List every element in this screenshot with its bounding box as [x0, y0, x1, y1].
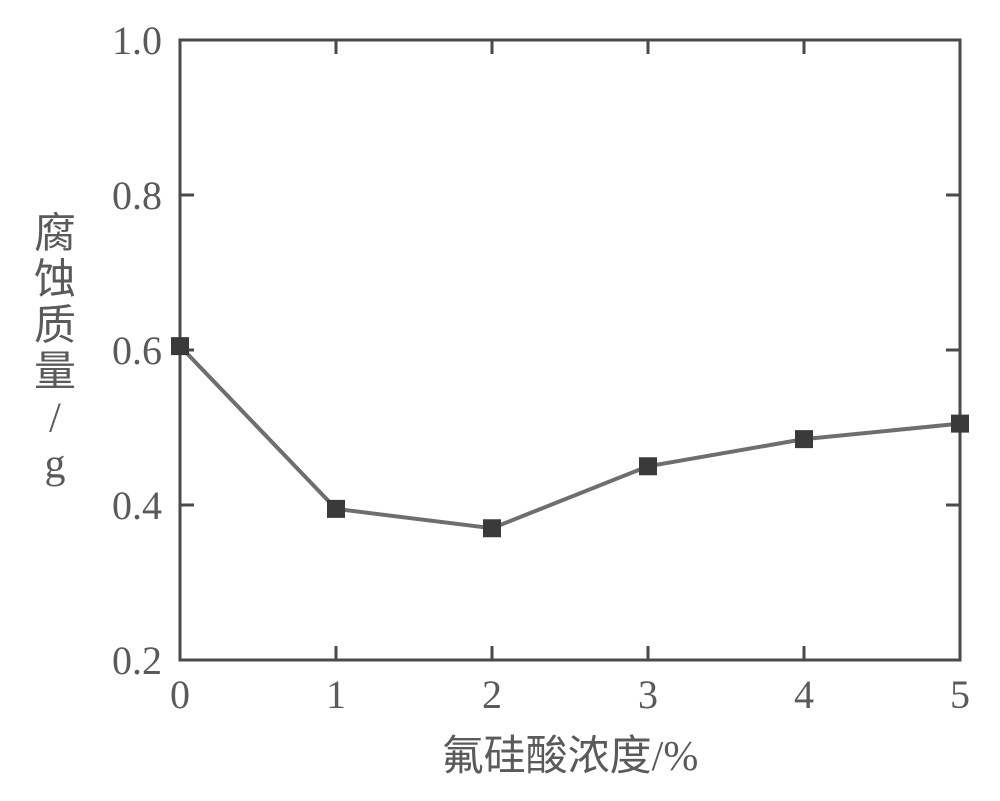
- x-tick-label: 1: [326, 672, 346, 717]
- series-line: [180, 346, 960, 528]
- y-axis-title-char: 质: [34, 304, 76, 350]
- data-marker: [639, 457, 657, 475]
- data-marker: [171, 337, 189, 355]
- data-marker: [951, 415, 969, 433]
- x-tick-label: 2: [482, 672, 502, 717]
- plot-frame: [180, 40, 960, 660]
- chart-container: 0 1 2 3 4 5 0.2 0.4 0.6 0.8 1.0 氟硅酸浓度/% 腐蚀质量/g: [0, 0, 1000, 801]
- x-tick-label: 4: [794, 672, 814, 717]
- data-marker: [483, 519, 501, 537]
- line-chart: 0 1 2 3 4 5 0.2 0.4 0.6 0.8 1.0 氟硅酸浓度/% 腐蚀质量/g: [0, 0, 1000, 801]
- y-axis-title-char: /: [49, 396, 61, 442]
- y-axis-title: 腐蚀质量/g: [34, 211, 76, 488]
- data-marker: [327, 500, 345, 518]
- y-axis-title-char: 蚀: [34, 258, 76, 304]
- data-marker: [795, 430, 813, 448]
- x-axis-title: 氟硅酸浓度/%: [442, 734, 699, 780]
- x-tick-label: 3: [638, 672, 658, 717]
- x-tick-label: 0: [170, 672, 190, 717]
- y-tick-label: 0.4: [112, 483, 162, 528]
- y-tick-label: 0.8: [112, 173, 162, 218]
- y-tick-label: 0.6: [112, 328, 162, 373]
- y-tick-label: 0.2: [112, 638, 162, 683]
- x-tick-label: 5: [950, 672, 970, 717]
- y-axis-title-char: 量: [34, 350, 76, 396]
- y-axis-title-char: 腐: [34, 211, 76, 258]
- y-axis-title-char: g: [45, 442, 66, 488]
- y-tick-label: 1.0: [112, 18, 162, 63]
